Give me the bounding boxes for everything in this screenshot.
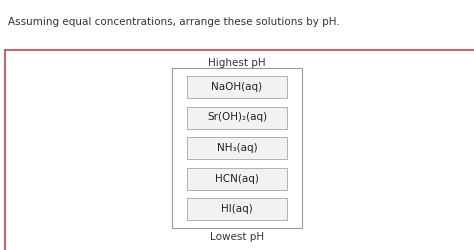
Text: Lowest pH: Lowest pH bbox=[210, 232, 264, 242]
Text: NaOH(aq): NaOH(aq) bbox=[211, 82, 263, 92]
FancyBboxPatch shape bbox=[187, 137, 287, 159]
Text: Assuming equal concentrations, arrange these solutions by pH.: Assuming equal concentrations, arrange t… bbox=[8, 17, 340, 27]
Text: HCN(aq): HCN(aq) bbox=[215, 174, 259, 184]
FancyBboxPatch shape bbox=[187, 76, 287, 98]
FancyBboxPatch shape bbox=[172, 68, 302, 228]
FancyBboxPatch shape bbox=[187, 106, 287, 128]
Text: NH₃(aq): NH₃(aq) bbox=[217, 143, 257, 153]
Text: Highest pH: Highest pH bbox=[208, 58, 266, 68]
Text: HI(aq): HI(aq) bbox=[221, 204, 253, 214]
FancyBboxPatch shape bbox=[187, 198, 287, 220]
Text: Sr(OH)₂(aq): Sr(OH)₂(aq) bbox=[207, 112, 267, 122]
FancyBboxPatch shape bbox=[187, 168, 287, 190]
